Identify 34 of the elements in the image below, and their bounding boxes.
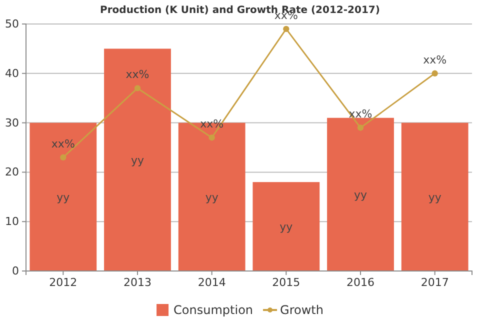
bar [104,48,171,271]
bar [30,122,97,271]
data-label: yy [130,154,144,167]
x-tick-label: 2013 [124,276,152,289]
data-label: xx% [126,68,150,82]
data-label: yy [56,190,70,204]
data-label: yy [205,190,219,204]
data-label: yy [280,220,294,234]
x-tick-label: 2014 [198,276,226,289]
point [134,85,141,92]
point [60,154,66,160]
data-label: yy [428,190,442,204]
data-label: yy [354,188,368,202]
bar [252,182,320,271]
y-tick-label: 50 [5,18,19,31]
x-tick-label: 2012 [49,276,78,289]
point [357,124,364,131]
bar [401,122,468,271]
data-label: xx% [423,53,447,66]
legend-label: Growth [280,303,324,317]
bar [327,118,394,271]
y-tick-label: 0 [12,264,19,278]
x-tick-label: 2016 [346,276,374,289]
point [283,26,290,32]
x-tick-label: 2017 [420,276,449,289]
y-tick-label: 20 [5,166,19,179]
y-tick-label: 10 [5,215,19,228]
legend-label: Consumption [174,303,254,317]
point [432,70,438,76]
data-label: xx% [51,137,75,150]
y-tick-label: 40 [5,66,19,80]
point [208,134,215,141]
y-tick-label: 30 [5,116,19,130]
x-tick-label: 2015 [272,276,300,289]
